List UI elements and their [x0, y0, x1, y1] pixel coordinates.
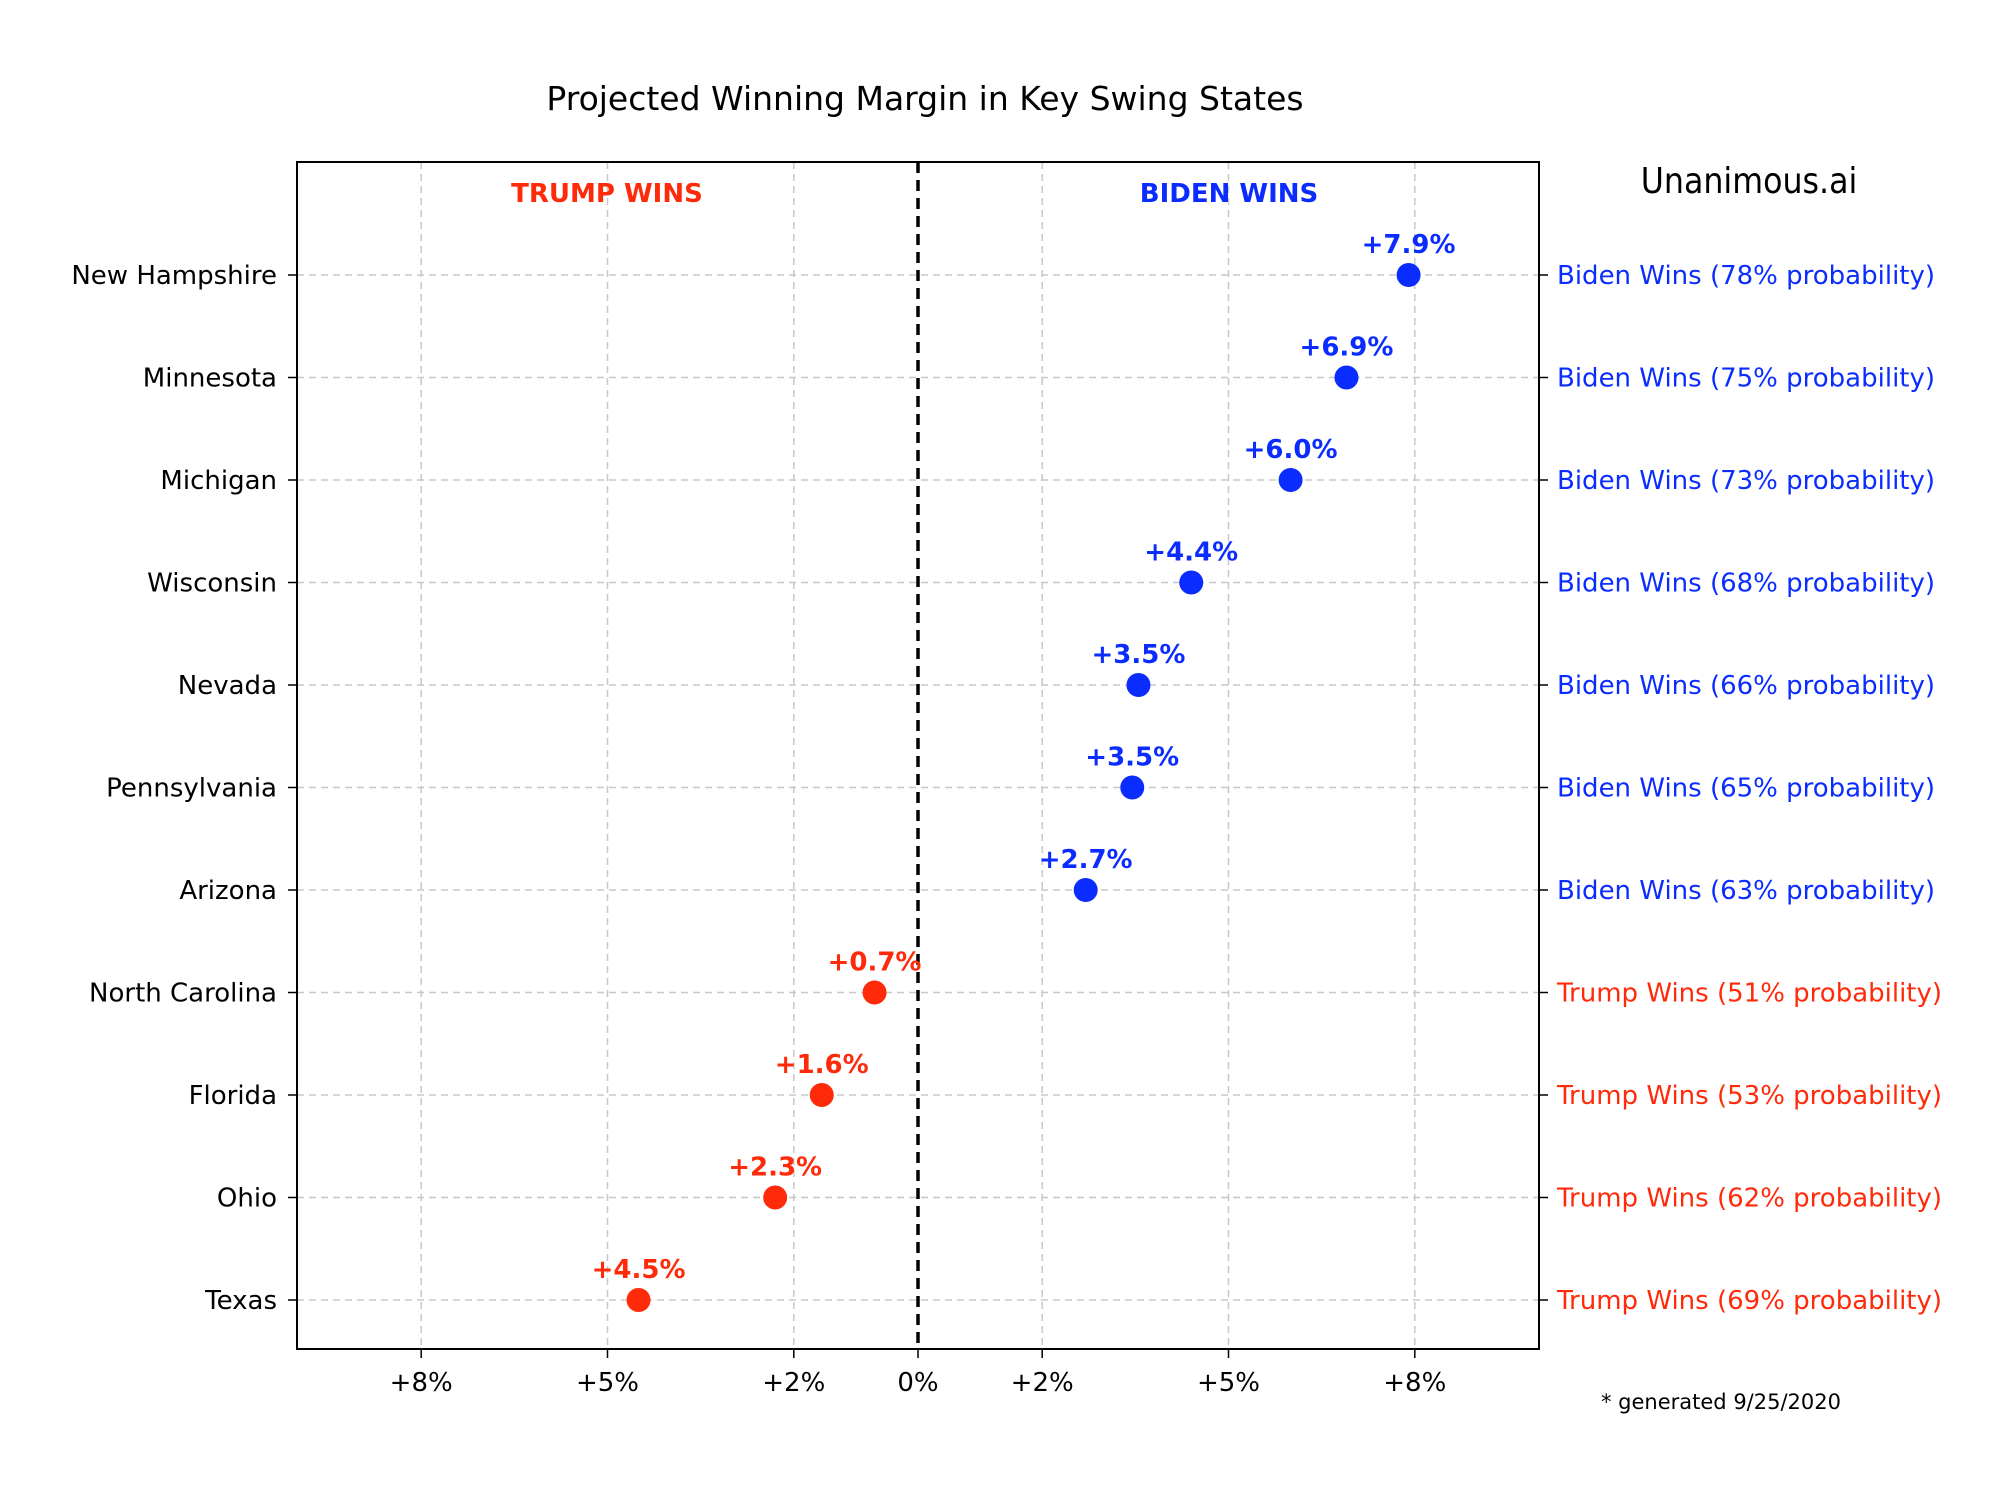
x-tick-label: +8%	[1383, 1368, 1446, 1398]
region-label-trump: TRUMP WINS	[511, 179, 703, 209]
data-label: +1.6%	[775, 1050, 869, 1080]
data-point	[1334, 365, 1359, 390]
data-point	[763, 1185, 788, 1210]
y-tick-label: New Hampshire	[71, 261, 277, 291]
data-points: +7.9% +6.9% +6.0% +4.4% +3.5% +3.5% +2.7% +0.7%…	[592, 230, 1456, 1312]
x-tick-label: +5%	[576, 1368, 639, 1398]
y-tick-label: North Carolina	[89, 979, 277, 1009]
footnote: * generated 9/25/2020	[1601, 1390, 1841, 1414]
y-tick-label: Texas	[204, 1286, 277, 1316]
x-tick-label: +2%	[1011, 1368, 1074, 1398]
axes: +8% +5% +2% 0% +2% +5% +8% New Hampshire Biden W…	[71, 261, 1942, 1398]
region-label-biden: BIDEN WINS	[1140, 179, 1318, 209]
data-point	[862, 980, 887, 1005]
y-tick-label: Michigan	[160, 466, 277, 496]
data-point	[1278, 468, 1303, 492]
data-label: +0.7%	[828, 948, 922, 978]
y-tick-label: Pennsylvania	[106, 774, 277, 804]
y-tick-label: Florida	[189, 1081, 277, 1111]
y-tick-label: Nevada	[178, 671, 277, 701]
data-point	[1126, 673, 1151, 697]
grid	[297, 162, 1539, 1349]
data-point	[809, 1083, 834, 1107]
data-point	[1073, 878, 1098, 902]
x-tick-label: +8%	[390, 1368, 453, 1398]
outcome-label: Trump Wins (53% probability)	[1556, 1081, 1942, 1111]
outcome-label: Trump Wins (62% probability)	[1556, 1184, 1942, 1214]
outcome-label: Biden Wins (73% probability)	[1557, 466, 1935, 496]
data-point	[1179, 570, 1204, 595]
y-tick-label: Wisconsin	[147, 569, 277, 599]
data-label: +6.9%	[1300, 333, 1394, 363]
outcome-label: Biden Wins (75% probability)	[1557, 364, 1935, 394]
data-label: +7.9%	[1362, 230, 1456, 260]
data-label: +3.5%	[1085, 743, 1179, 773]
data-label: +6.0%	[1244, 435, 1338, 465]
outcome-label: Biden Wins (65% probability)	[1557, 774, 1935, 804]
x-tick-label: 0%	[897, 1368, 938, 1398]
x-tick-label: +2%	[762, 1368, 825, 1398]
x-tick-label: +5%	[1197, 1368, 1260, 1398]
y-tick-label: Minnesota	[143, 364, 277, 394]
brand-logo-text: Unanimous.ai	[1641, 160, 1858, 201]
outcome-label: Trump Wins (69% probability)	[1556, 1286, 1942, 1316]
y-tick-label: Ohio	[217, 1184, 277, 1214]
outcome-label: Trump Wins (51% probability)	[1556, 979, 1942, 1009]
outcome-label: Biden Wins (68% probability)	[1557, 569, 1935, 599]
chart-title: Projected Winning Margin in Key Swing St…	[546, 79, 1303, 118]
data-label: +3.5%	[1092, 640, 1186, 670]
y-tick-label: Arizona	[179, 876, 277, 906]
data-point	[1120, 775, 1145, 800]
outcome-label: Biden Wins (78% probability)	[1557, 261, 1935, 291]
data-label: +2.3%	[728, 1153, 822, 1183]
data-label: +2.7%	[1039, 845, 1133, 875]
data-label: +4.4%	[1144, 538, 1238, 568]
outcome-label: Biden Wins (66% probability)	[1557, 671, 1935, 701]
outcome-label: Biden Wins (63% probability)	[1557, 876, 1935, 906]
data-point	[1396, 263, 1421, 287]
data-point	[626, 1288, 651, 1312]
data-label: +4.5%	[592, 1255, 686, 1285]
